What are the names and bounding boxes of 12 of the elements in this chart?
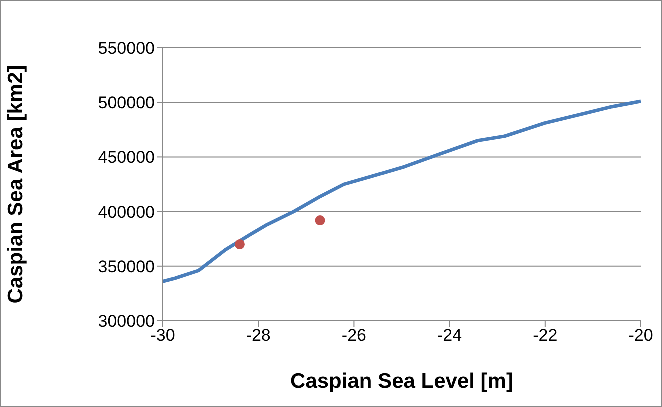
- y-tick-label: 400000: [98, 202, 155, 222]
- y-tick-label: 350000: [98, 257, 155, 276]
- x-tick-label: -26: [342, 326, 366, 346]
- x-tick-label: -24: [438, 326, 462, 346]
- y-axis-title: Caspian Sea Area [km2]: [4, 65, 28, 304]
- y-tick-label: 500000: [98, 94, 155, 113]
- x-tick-label: -28: [246, 326, 271, 346]
- x-axis-title: Caspian Sea Level [m]: [290, 370, 514, 393]
- y-tick-label: 450000: [98, 148, 155, 168]
- x-tick-label: -20: [628, 326, 654, 346]
- x-tick-label: -22: [533, 326, 558, 346]
- y-tick-label: 550000: [98, 39, 155, 58]
